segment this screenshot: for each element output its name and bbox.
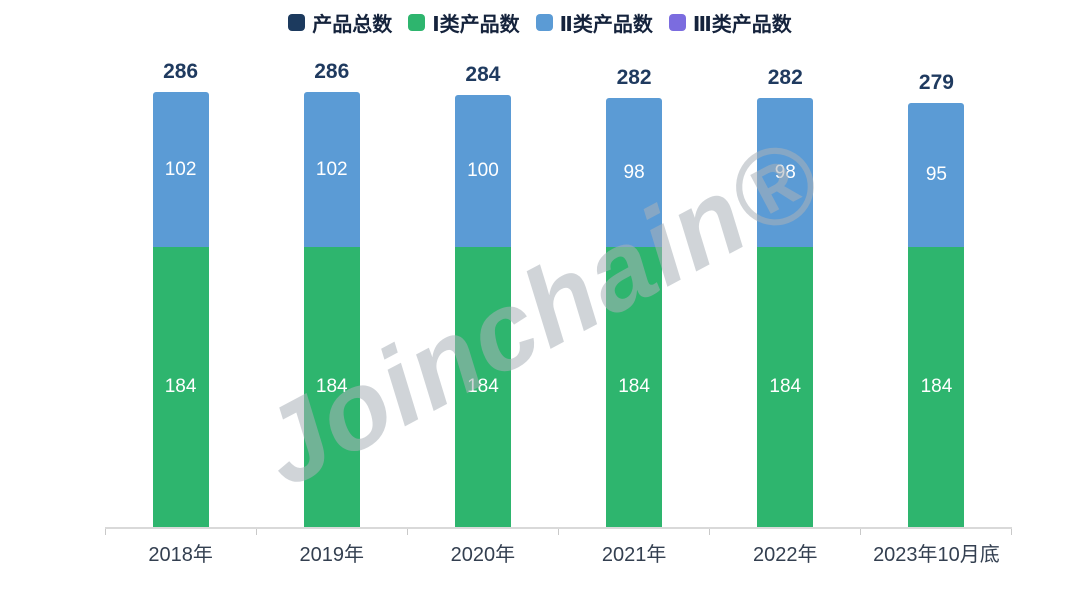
stacked-bar: 102 184 <box>303 92 360 527</box>
legend-item-0[interactable]: 产品总数 <box>288 8 392 37</box>
segment-value-label: 184 <box>769 376 802 398</box>
bar-segment-1: 184 <box>908 247 965 527</box>
bar-group: 284 100 184 <box>407 63 558 527</box>
bar-total-label: 279 <box>918 70 954 94</box>
bar-group: 279 95 184 <box>861 71 1012 527</box>
x-axis-label: 2021年 <box>601 544 667 566</box>
legend: 产品总数 Ⅰ类产品数 Ⅱ类产品数 Ⅲ类产品数 <box>0 0 1080 37</box>
bar-segment-1: 184 <box>606 247 663 527</box>
bar-segment-1: 184 <box>303 247 360 527</box>
x-axis-ticks <box>105 529 1012 535</box>
legend-swatch-icon <box>408 14 426 31</box>
bar-segment-2: 98 <box>606 98 663 248</box>
legend-item-2[interactable]: Ⅱ类产品数 <box>535 8 653 37</box>
segment-value-label: 184 <box>315 376 348 398</box>
x-axis-label: 2022年 <box>753 544 818 566</box>
segment-value-label: 184 <box>618 376 650 398</box>
plot: 286 102 184 286 102 184 284 100 184 282 98 184 282 98… <box>105 40 1012 529</box>
bar-total-label: 286 <box>163 60 199 84</box>
segment-value-label: 100 <box>467 160 499 182</box>
x-axis-label: 2023年10月底 <box>873 544 1000 566</box>
segment-value-label: 184 <box>164 376 197 398</box>
bar-total-label: 284 <box>465 63 501 87</box>
x-axis-label: 2020年 <box>450 544 516 566</box>
bar-group: 282 98 184 <box>559 66 710 527</box>
legend-swatch-icon <box>535 14 553 31</box>
bar-segment-2: 102 <box>152 92 209 248</box>
tick-mark <box>559 529 710 535</box>
legend-label: 产品总数 <box>312 14 393 36</box>
bar-segment-2: 102 <box>303 92 360 248</box>
stacked-bar: 98 184 <box>757 98 814 527</box>
segment-value-label: 102 <box>164 158 197 180</box>
segment-value-label: 102 <box>315 158 348 180</box>
segment-value-label: 95 <box>925 163 947 185</box>
bar-group: 282 98 184 <box>710 66 861 527</box>
bar-segment-2: 100 <box>454 95 511 248</box>
bar-segment-1: 184 <box>454 247 511 527</box>
legend-item-3[interactable]: Ⅲ类产品数 <box>668 8 792 37</box>
bar-segment-2: 95 <box>908 102 965 248</box>
tick-mark <box>408 529 559 535</box>
x-axis-label: 2019年 <box>299 544 365 566</box>
segment-value-label: 184 <box>920 376 953 398</box>
stacked-bar: 95 184 <box>908 102 965 527</box>
legend-label: Ⅲ类产品数 <box>692 14 792 36</box>
chart-area: 286 102 184 286 102 184 284 100 184 282 98 184 282 98… <box>105 40 1012 567</box>
stacked-bar: 102 184 <box>152 92 209 527</box>
bar-segment-1: 184 <box>152 247 209 527</box>
segment-value-label: 98 <box>774 161 796 183</box>
legend-swatch-icon <box>288 14 306 31</box>
tick-mark <box>257 529 408 535</box>
tick-mark <box>105 529 257 535</box>
segment-value-label: 98 <box>623 161 645 183</box>
stacked-bar: 98 184 <box>606 98 663 527</box>
bar-segment-2: 98 <box>757 98 814 248</box>
legend-label: Ⅱ类产品数 <box>559 14 653 36</box>
x-axis-label: 2018年 <box>148 544 213 566</box>
legend-label: Ⅰ类产品数 <box>432 14 520 36</box>
bar-segment-1: 184 <box>757 247 814 527</box>
stacked-bar: 100 184 <box>454 95 511 527</box>
legend-item-1[interactable]: Ⅰ类产品数 <box>408 8 520 37</box>
bar-total-label: 282 <box>616 66 652 90</box>
tick-mark <box>861 529 1012 535</box>
legend-swatch-icon <box>668 14 686 31</box>
bar-total-label: 282 <box>767 66 803 90</box>
bar-total-label: 286 <box>314 60 350 84</box>
bar-group: 286 102 184 <box>105 60 256 527</box>
bar-group: 286 102 184 <box>256 60 407 527</box>
segment-value-label: 184 <box>467 376 499 398</box>
x-axis-labels: 2018年 2019年 2020年 2021年 2022年 2023年10月底 <box>105 538 1012 567</box>
tick-mark <box>710 529 861 535</box>
